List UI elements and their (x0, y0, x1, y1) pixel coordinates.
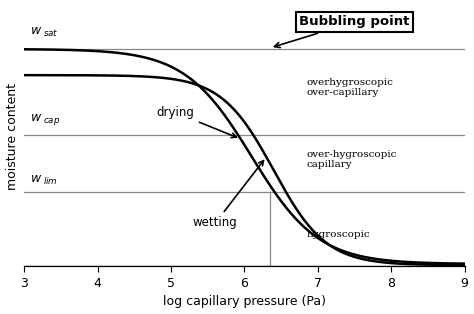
Text: $\it{w}_{\ cap}$: $\it{w}_{\ cap}$ (30, 112, 60, 127)
Text: $\it{w}_{\ sat}$: $\it{w}_{\ sat}$ (30, 26, 59, 39)
X-axis label: log capillary pressure (Pa): log capillary pressure (Pa) (163, 295, 326, 308)
Text: overhygroscopic
over-capillary: overhygroscopic over-capillary (307, 78, 393, 97)
Text: wetting: wetting (193, 161, 264, 230)
Text: hygroscopic: hygroscopic (307, 230, 370, 239)
Text: over-hygroscopic
capillary: over-hygroscopic capillary (307, 150, 397, 169)
Y-axis label: moisture content: moisture content (6, 83, 18, 190)
Text: $\it{w}_{\ lim}$: $\it{w}_{\ lim}$ (30, 174, 58, 187)
Text: drying: drying (156, 106, 237, 138)
Text: Bubbling point: Bubbling point (274, 15, 410, 47)
